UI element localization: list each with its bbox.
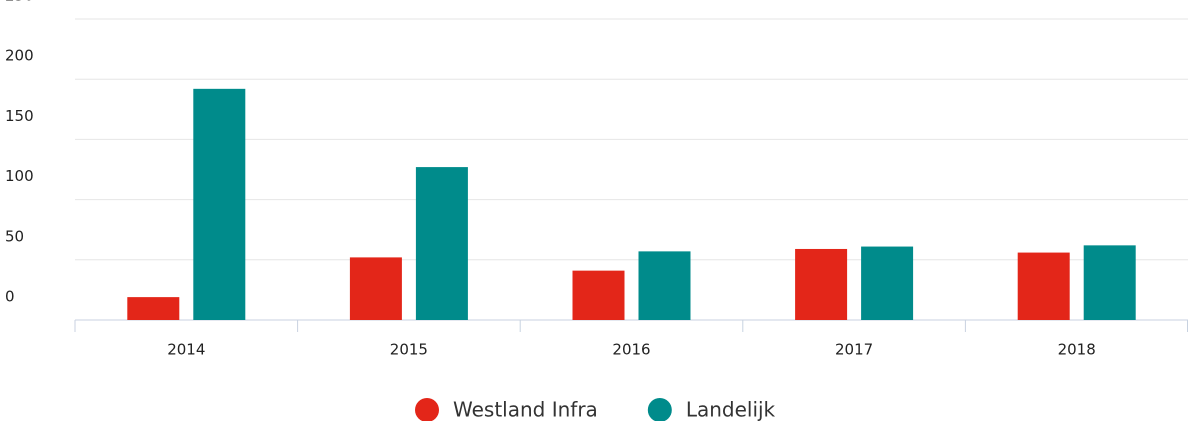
bar bbox=[638, 251, 691, 320]
y-tick-label: 250 bbox=[5, 0, 34, 5]
bar bbox=[795, 248, 848, 320]
legend: Westland Infra Landelijk bbox=[415, 398, 776, 421]
x-tick-label: 2018 bbox=[1058, 341, 1096, 359]
y-tick-label: 0 bbox=[5, 288, 15, 306]
y-tick-label: 150 bbox=[5, 107, 34, 125]
x-tick-label: 2016 bbox=[612, 341, 650, 359]
y-tick-label: 50 bbox=[5, 227, 24, 245]
legend-swatch bbox=[647, 398, 672, 421]
bar bbox=[861, 246, 914, 320]
y-tick-label: 100 bbox=[5, 167, 34, 185]
legend-swatch bbox=[415, 398, 439, 421]
x-tick-label: 2017 bbox=[835, 341, 873, 359]
x-tick-label: 2014 bbox=[167, 341, 205, 359]
legend-label: Landelijk bbox=[686, 398, 776, 421]
bar bbox=[349, 257, 402, 320]
x-tick-label: 2015 bbox=[390, 341, 428, 359]
y-tick-label: 200 bbox=[5, 47, 34, 65]
bar bbox=[1017, 252, 1070, 320]
bar bbox=[415, 167, 468, 320]
bar bbox=[1083, 245, 1136, 320]
bar bbox=[193, 88, 246, 320]
bar bbox=[127, 297, 180, 320]
legend-label: Westland Infra bbox=[453, 398, 598, 421]
bar bbox=[572, 270, 625, 320]
